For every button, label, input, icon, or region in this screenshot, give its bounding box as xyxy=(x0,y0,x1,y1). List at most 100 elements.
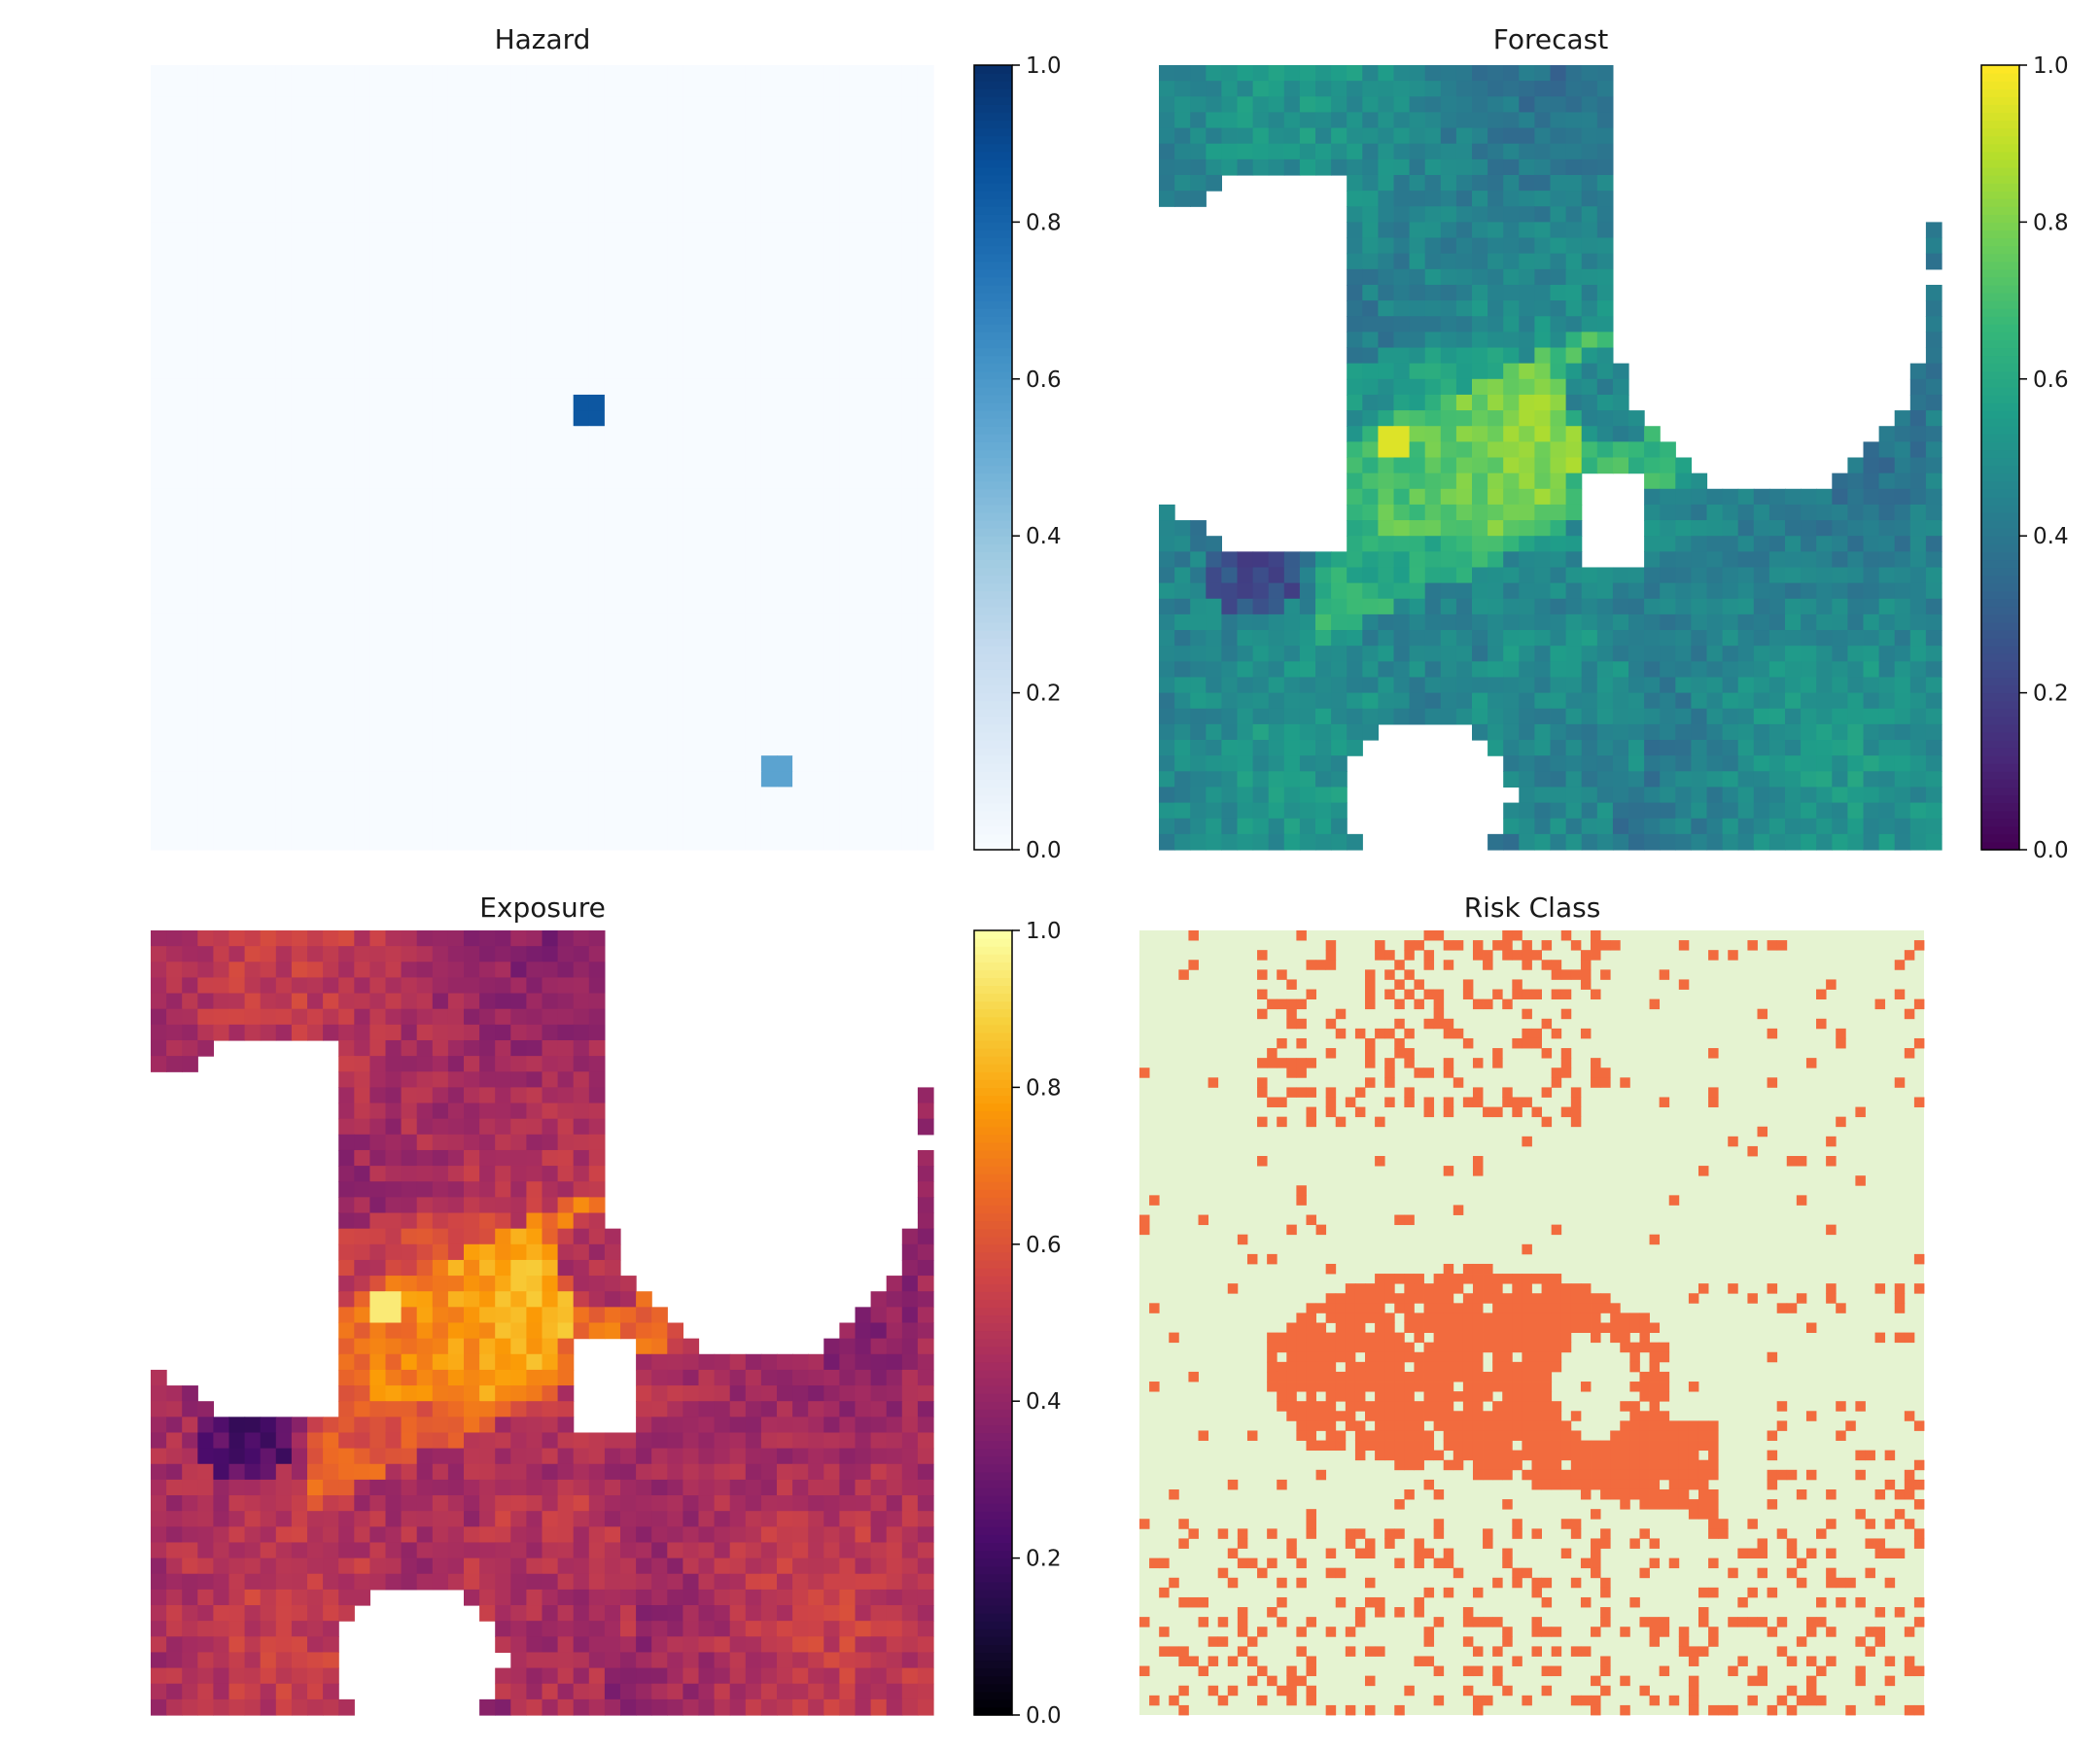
heatmap-cell xyxy=(1393,191,1411,207)
heatmap-cell xyxy=(416,191,434,207)
colorbar-gradient-step xyxy=(974,598,1012,608)
colorbar-gradient-step xyxy=(974,143,1012,153)
heatmap-cell xyxy=(1925,661,1942,679)
heatmap-cell xyxy=(354,1134,370,1151)
heatmap-cell xyxy=(1424,613,1442,631)
heatmap-cell xyxy=(604,332,621,349)
heatmap-cell xyxy=(573,567,590,584)
heatmap-cell xyxy=(228,818,246,835)
heatmap-cell xyxy=(495,582,511,600)
heatmap-cell xyxy=(1706,677,1724,694)
heatmap-cell xyxy=(464,818,480,835)
heatmap-cell xyxy=(636,65,652,82)
heatmap-cell xyxy=(526,962,543,979)
heatmap-cell xyxy=(260,723,277,741)
heatmap-cell xyxy=(1488,410,1504,427)
heatmap-cell xyxy=(823,394,840,411)
heatmap-cell xyxy=(760,582,778,600)
colorbar-gradient-step xyxy=(974,135,1012,145)
heatmap-cell xyxy=(1190,536,1207,552)
heatmap-cell xyxy=(1237,143,1254,160)
heatmap-cell xyxy=(542,1197,559,1214)
heatmap-cell xyxy=(385,378,402,396)
heatmap-cell xyxy=(323,504,339,521)
heatmap-cell xyxy=(1534,284,1552,301)
heatmap-cell xyxy=(651,347,668,365)
heatmap-cell xyxy=(1894,771,1911,788)
heatmap-cell xyxy=(917,1259,934,1277)
heatmap-cell xyxy=(855,300,872,317)
heatmap-cell xyxy=(870,708,888,725)
heatmap-cell xyxy=(260,143,277,160)
heatmap-cell xyxy=(479,1243,496,1261)
heatmap-cell xyxy=(401,598,418,615)
heatmap-cell xyxy=(886,582,903,600)
heatmap-cell xyxy=(182,441,198,459)
colorbar-gradient-step xyxy=(974,465,1012,474)
heatmap-cell xyxy=(714,96,731,114)
heatmap-cell xyxy=(823,1338,840,1355)
heatmap-cell xyxy=(1925,723,1942,741)
heatmap-cell xyxy=(495,96,511,114)
heatmap-cell xyxy=(244,158,262,176)
colorbar-gradient-step xyxy=(1981,825,2019,835)
heatmap-cell xyxy=(1550,740,1567,756)
heatmap-cell xyxy=(1534,520,1552,537)
heatmap-cell xyxy=(338,1181,355,1198)
heatmap-cell xyxy=(651,1322,668,1340)
heatmap-cell xyxy=(432,1338,449,1355)
heatmap-cell xyxy=(620,158,637,176)
heatmap-cell xyxy=(1159,112,1175,129)
heatmap-cell xyxy=(1722,740,1739,756)
heatmap-cell xyxy=(510,818,527,835)
heatmap-cell xyxy=(166,692,183,710)
heatmap-cell xyxy=(1596,677,1614,694)
heatmap-cell xyxy=(1706,740,1724,756)
heatmap-cell xyxy=(1644,755,1661,772)
heatmap-cell xyxy=(667,740,683,756)
heatmap-cell xyxy=(495,363,511,380)
heatmap-cell xyxy=(1768,661,1786,679)
heatmap-cell xyxy=(855,551,872,569)
heatmap-cell xyxy=(495,472,511,490)
heatmap-cell xyxy=(447,316,465,332)
heatmap-cell xyxy=(636,206,652,223)
heatmap-cell xyxy=(338,394,355,411)
heatmap-cell xyxy=(588,1197,606,1214)
heatmap-cell xyxy=(1331,646,1348,662)
heatmap-cell xyxy=(1565,191,1583,207)
heatmap-cell xyxy=(1190,771,1207,788)
heatmap-cell xyxy=(1596,300,1614,317)
heatmap-cell xyxy=(1221,723,1239,741)
heatmap-cell xyxy=(1268,81,1285,97)
heatmap-cell xyxy=(1753,613,1770,631)
heatmap-cell xyxy=(1268,65,1285,82)
heatmap-cell xyxy=(557,332,575,349)
heatmap-cell xyxy=(792,598,809,615)
heatmap-cell xyxy=(1565,646,1583,662)
heatmap-cell xyxy=(651,426,668,442)
heatmap-cell xyxy=(401,253,418,270)
heatmap-cell xyxy=(447,1134,465,1151)
heatmap-cell xyxy=(260,394,277,411)
heatmap-cell xyxy=(385,96,402,114)
heatmap-cell xyxy=(1550,426,1567,442)
heatmap-cell xyxy=(588,394,606,411)
heatmap-cell xyxy=(166,253,183,270)
heatmap-cell xyxy=(620,1307,637,1324)
heatmap-cell xyxy=(244,520,262,537)
heatmap-cell xyxy=(573,1134,590,1151)
heatmap-cell xyxy=(291,977,308,995)
heatmap-cell xyxy=(1283,112,1301,129)
heatmap-cell xyxy=(151,347,167,365)
forecast-map xyxy=(1159,65,1942,851)
heatmap-cell xyxy=(260,191,277,207)
heatmap-cell xyxy=(526,520,543,537)
heatmap-cell xyxy=(1612,818,1629,835)
heatmap-cell xyxy=(1174,692,1191,710)
heatmap-cell xyxy=(369,112,387,129)
heatmap-cell xyxy=(526,930,543,947)
heatmap-cell xyxy=(385,158,402,176)
heatmap-cell xyxy=(1409,158,1426,176)
heatmap-cell xyxy=(291,661,308,679)
